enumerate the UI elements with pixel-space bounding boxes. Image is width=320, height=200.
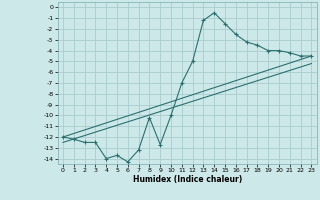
X-axis label: Humidex (Indice chaleur): Humidex (Indice chaleur) — [132, 175, 242, 184]
